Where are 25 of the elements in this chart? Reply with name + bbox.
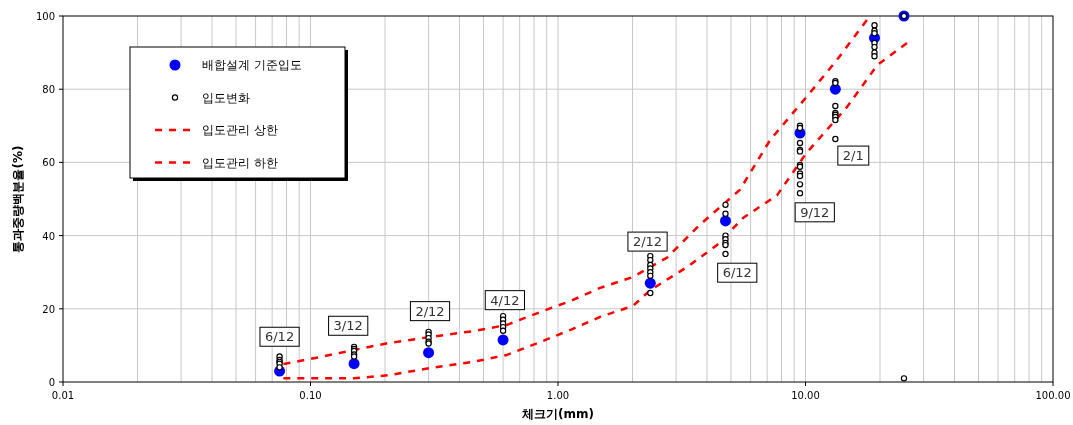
y-tick-label: 100 (35, 11, 55, 22)
annotation: 6/12 (722, 265, 752, 281)
annotation: 2/1 (842, 148, 864, 164)
y-tick-label: 20 (42, 303, 55, 315)
y-tick-label: 80 (42, 84, 55, 96)
x-axis-title: 체크기(mm) (521, 407, 594, 421)
annotation: 2/12 (632, 234, 663, 250)
x-tick-label: 10.00 (791, 390, 820, 401)
legend-label: 배합설계 기준입도 (202, 58, 302, 72)
y-tick-label: 60 (42, 157, 55, 169)
annotation: 9/12 (800, 204, 830, 220)
x-tick-label: 0.10 (299, 390, 322, 401)
y-tick-label: 0 (48, 377, 55, 388)
legend-label: 입도변화 (202, 90, 250, 105)
annotation: 4/12 (490, 292, 520, 308)
annotation: 2/12 (415, 303, 445, 319)
x-tick-label: 0.01 (51, 390, 75, 401)
legend-label: 입도관리 상한 (202, 123, 278, 137)
y-tick-label: 40 (42, 230, 55, 242)
x-tick-label: 100.00 (1035, 390, 1071, 401)
legend-label: 입도관리 하한 (202, 155, 278, 170)
x-tick-label: 1.00 (546, 390, 570, 401)
annotation: 3/12 (333, 318, 363, 334)
y-axis-title: 통과중량백분율(%) (11, 145, 25, 253)
annotation: 6/12 (264, 329, 295, 345)
